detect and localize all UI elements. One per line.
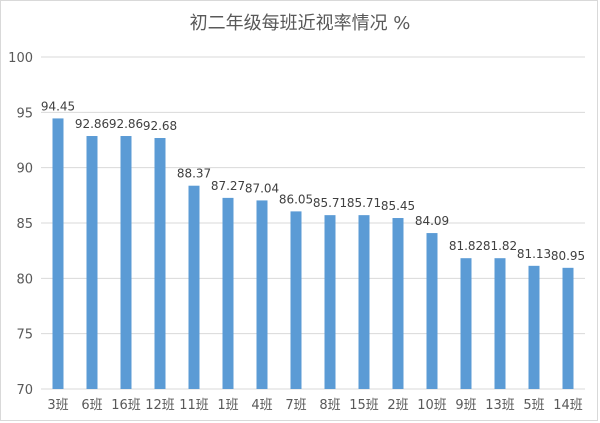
x-tick-label: 11班 — [179, 398, 209, 413]
data-label: 81.82 — [449, 239, 483, 253]
data-label: 87.27 — [211, 179, 245, 193]
bar — [494, 258, 506, 389]
chart-title: 初二年级每班近视率情况 % — [189, 13, 411, 34]
bar — [426, 233, 438, 389]
x-tick-label: 9班 — [455, 398, 476, 413]
bar — [528, 265, 540, 389]
y-tick-label: 85 — [16, 217, 33, 232]
data-label: 81.13 — [517, 247, 551, 261]
data-label: 85.71 — [313, 196, 347, 210]
data-label: 84.09 — [415, 214, 449, 228]
x-tick-label: 7班 — [285, 398, 306, 413]
bar — [324, 215, 336, 389]
bar — [460, 258, 472, 389]
data-label: 92.86 — [109, 117, 143, 131]
bar — [358, 215, 370, 389]
bar — [120, 136, 132, 389]
bar — [562, 267, 574, 389]
bar — [154, 138, 166, 389]
x-tick-label: 8班 — [319, 398, 340, 413]
x-tick-label: 12班 — [145, 398, 175, 413]
bar — [256, 200, 268, 389]
y-tick-label: 75 — [16, 328, 33, 343]
y-tick-label: 95 — [16, 106, 33, 121]
data-label: 94.45 — [41, 99, 75, 113]
x-tick-label: 2班 — [387, 398, 408, 413]
y-tick-label: 90 — [16, 162, 33, 177]
y-tick-label: 70 — [16, 383, 33, 398]
bar — [52, 118, 64, 390]
bar — [222, 197, 234, 389]
x-tick-label: 16班 — [111, 398, 141, 413]
y-tick-label: 100 — [8, 51, 33, 66]
x-tick-label: 3班 — [47, 398, 68, 413]
x-tick-label: 5班 — [523, 398, 544, 413]
x-tick-label: 1班 — [217, 398, 238, 413]
data-label: 87.04 — [245, 181, 279, 195]
data-label: 92.86 — [75, 117, 109, 131]
data-label: 88.37 — [177, 167, 211, 181]
data-label: 86.05 — [279, 192, 313, 206]
y-tick-label: 80 — [16, 272, 33, 287]
bar — [290, 211, 302, 389]
data-label: 81.82 — [483, 239, 517, 253]
bar — [86, 136, 98, 389]
x-tick-label: 10班 — [417, 398, 447, 413]
x-tick-label: 15班 — [349, 398, 379, 413]
data-label: 85.45 — [381, 199, 415, 213]
data-label: 92.68 — [143, 119, 177, 133]
x-tick-label: 14班 — [553, 398, 583, 413]
x-tick-label: 13班 — [485, 398, 515, 413]
x-tick-label: 6班 — [81, 398, 102, 413]
x-tick-label: 4班 — [251, 398, 272, 413]
data-label: 80.95 — [551, 249, 585, 263]
bar — [392, 218, 404, 389]
data-label: 85.71 — [347, 196, 381, 210]
bar — [188, 185, 200, 389]
